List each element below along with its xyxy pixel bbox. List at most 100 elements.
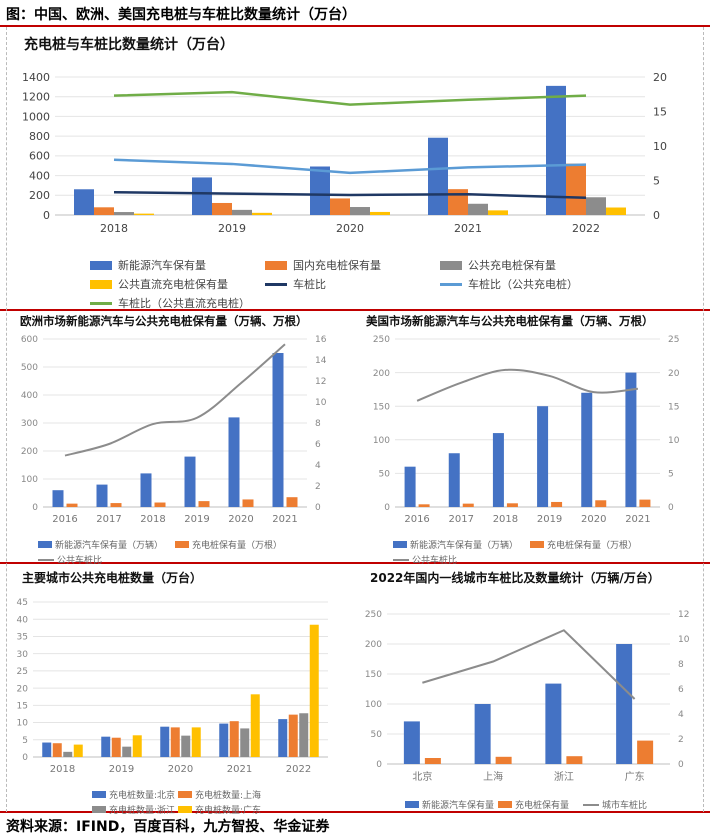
bar-china-s0 <box>192 177 212 215</box>
y-tick-label: 1400 <box>22 71 50 84</box>
y2-tick-label: 0 <box>653 209 660 222</box>
line-china-s4 <box>113 190 587 199</box>
legend-swatch <box>178 791 192 798</box>
bar-tier1-s1 <box>566 756 583 764</box>
bar-cities-s2 <box>240 728 250 757</box>
legend-swatch <box>265 260 287 270</box>
y-tick-label: 100 <box>373 436 390 446</box>
legend-label: 车桩比（公共直流充电桩） <box>118 297 250 310</box>
y2-tick-label: 15 <box>668 402 679 412</box>
y-tick-label: 500 <box>21 363 38 373</box>
legend-swatch <box>90 260 112 270</box>
source-note: 资料来源：IFIND，百度百科，九方智投、华金证券 <box>6 819 330 835</box>
y-tick-label: 1200 <box>22 91 50 104</box>
legend-label: 新能源汽车保有量（万辆） <box>55 541 164 551</box>
y2-tick-label: 10 <box>653 140 667 153</box>
bar-china-s0 <box>546 85 566 215</box>
x-tick-label: 2017 <box>449 514 474 525</box>
bar-tier1-s0 <box>545 683 562 764</box>
x-tick-label: 2017 <box>96 514 121 525</box>
bar-china-s0 <box>74 189 94 215</box>
legend-label: 充电桩数量:北京 <box>109 791 176 801</box>
chart-tier1: 0 50 100 150 200 250 0 2 4 6 8 10 12 北京 上海 浙江 广东 <box>365 610 690 783</box>
bar-china-s3 <box>370 211 390 215</box>
legend-label: 车桩比 <box>293 278 326 291</box>
legend-line <box>38 558 54 561</box>
legend-swatch <box>38 541 52 548</box>
x-tick-label: 2019 <box>109 764 134 775</box>
legend-label: 充电桩保有量 <box>515 801 570 811</box>
x-tick-label: 2019 <box>184 514 209 525</box>
y-tick-label: 50 <box>379 470 391 480</box>
line-china-s6 <box>113 90 587 106</box>
legend-label: 公共充电桩保有量 <box>468 259 556 272</box>
bar-usa-s0 <box>625 372 637 507</box>
bar-china-s2 <box>114 212 134 215</box>
bar-europe-s1 <box>242 499 254 507</box>
legend-item: 充电桩保有量（万根） <box>530 538 637 551</box>
legend-label: 城市车桩比 <box>602 801 648 811</box>
y-tick-label: 400 <box>29 169 50 182</box>
bar-usa-s1 <box>506 503 518 507</box>
bar-tier1-s0 <box>616 644 633 764</box>
divider <box>0 25 710 27</box>
y-tick-label: 600 <box>29 150 50 163</box>
bar-cities-s0 <box>219 723 229 757</box>
bar-usa-s1 <box>595 500 607 507</box>
legend-swatch <box>530 541 544 548</box>
bar-tier1-s1 <box>424 758 441 764</box>
bar-europe-s0 <box>96 484 108 507</box>
bar-china-s3 <box>252 212 272 215</box>
y-tick-label: 10 <box>17 719 29 729</box>
x-tick-label: 2020 <box>228 514 253 525</box>
legend-line <box>440 282 462 286</box>
legend-item: 充电桩数量:北京 <box>92 788 175 801</box>
legend-label: 充电桩保有量（万根） <box>192 541 283 551</box>
legend-line <box>583 803 599 806</box>
bar-china-s3 <box>134 213 154 215</box>
x-tick-label: 广东 <box>625 770 645 783</box>
x-tick-label: 2022 <box>286 764 311 775</box>
legend-item: 充电桩数量:广东 <box>178 803 261 816</box>
y2-tick-label: 10 <box>668 436 680 446</box>
y-tick-label: 600 <box>21 335 38 345</box>
y2-tick-label: 0 <box>315 503 321 513</box>
y-tick-label: 5 <box>22 736 28 746</box>
bar-usa-s1 <box>462 503 474 507</box>
x-tick-label: 2018 <box>50 764 75 775</box>
y-tick-label: 100 <box>21 475 38 485</box>
legend-swatch <box>440 260 462 270</box>
legend-item: 充电桩数量:上海 <box>178 788 261 801</box>
y2-tick-label: 2 <box>678 735 684 745</box>
x-tick-label: 2021 <box>227 764 252 775</box>
legend-swatch <box>498 801 512 808</box>
legend-label: 充电桩数量:广东 <box>195 806 262 816</box>
bar-tier1-s1 <box>495 756 512 764</box>
y-tick-label: 0 <box>22 753 28 763</box>
chart-title-cities: 主要城市公共充电桩数量（万台） <box>22 571 203 585</box>
y-tick-label: 800 <box>29 130 50 143</box>
bar-tier1-s0 <box>403 721 420 764</box>
y-tick-label: 15 <box>17 701 28 711</box>
y-tick-label: 25 <box>17 667 28 677</box>
bar-china-s2 <box>468 203 488 215</box>
x-tick-label: 2019 <box>537 514 562 525</box>
bar-europe-s0 <box>140 473 152 507</box>
legend-item: 充电桩保有量 <box>498 798 569 811</box>
chart-europe: 0 100 200 300 400 500 600 0 2 4 6 8 10 12 14 16 2016 2017… <box>21 335 327 525</box>
y-tick-label: 0 <box>32 503 38 513</box>
chart-title-usa: 美国市场新能源汽车与公共充电桩保有量（万辆、万根） <box>366 314 654 328</box>
legend-swatch <box>405 801 419 808</box>
legend-line <box>265 282 287 286</box>
y-tick-label: 20 <box>17 684 29 694</box>
x-tick-label: 2019 <box>218 222 246 235</box>
bar-china-s1 <box>566 163 586 215</box>
bar-china-s3 <box>488 210 508 215</box>
line-usa-s2 <box>416 368 639 402</box>
y-tick-label: 40 <box>17 615 29 625</box>
y2-tick-label: 4 <box>678 710 684 720</box>
y2-tick-label: 6 <box>678 685 684 695</box>
y2-tick-label: 10 <box>678 635 690 645</box>
legend-line <box>90 301 112 305</box>
